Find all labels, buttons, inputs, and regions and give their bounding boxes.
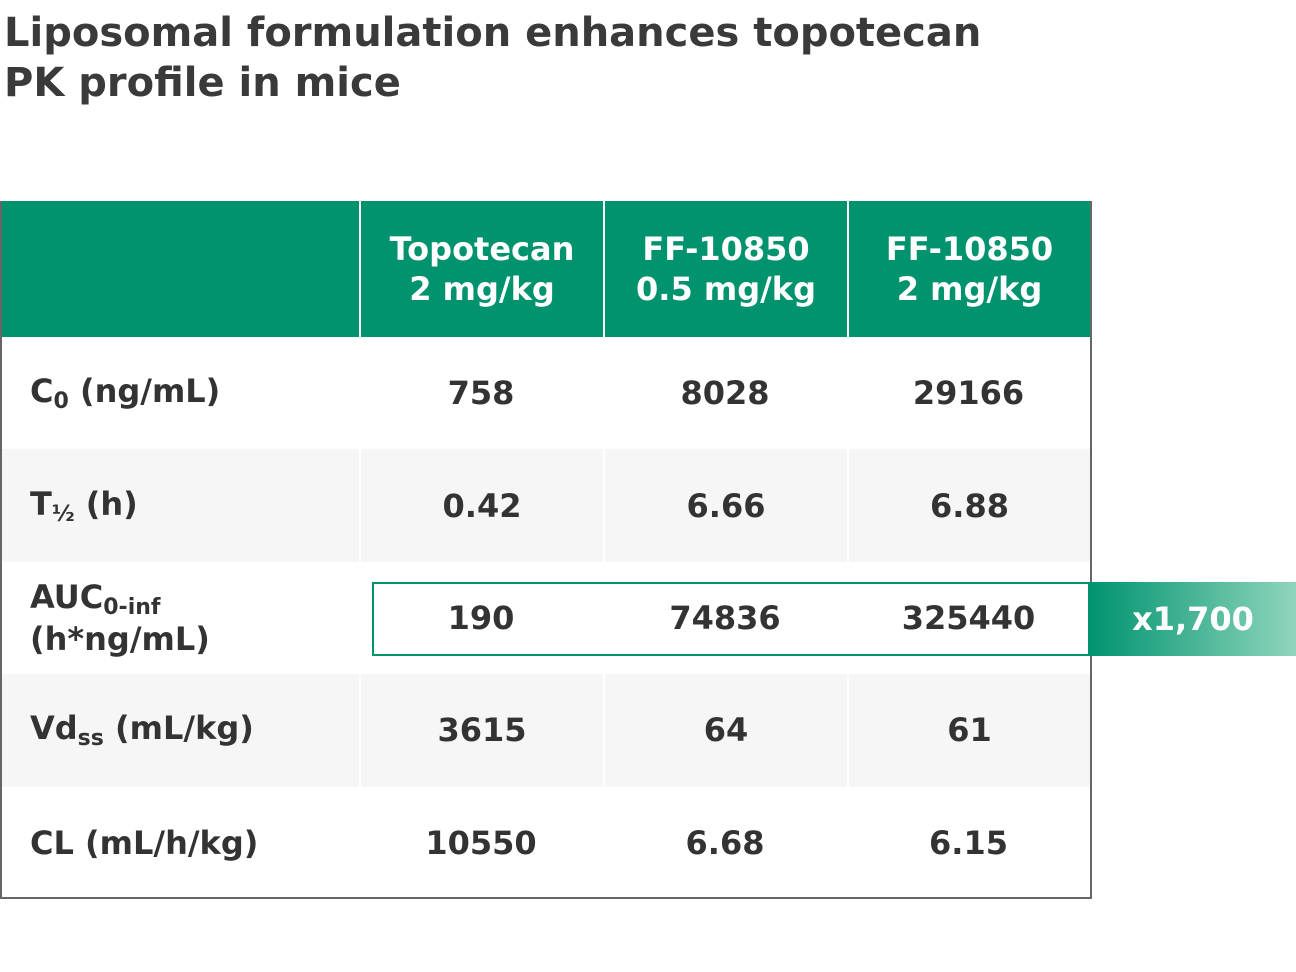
header-cell: FF-10850 2 mg/kg	[847, 201, 1090, 337]
title: Liposomal formulation enhances topotecan…	[4, 10, 982, 106]
label-base: T	[30, 484, 52, 523]
label-unit: (mL/h/kg)	[85, 823, 259, 862]
label-base: AUC	[30, 577, 104, 616]
badge: x1,700	[1090, 581, 1296, 656]
label-text: T½ (h)	[30, 485, 138, 527]
value-cell: 64	[603, 674, 847, 787]
column-name: Topotecan	[389, 230, 575, 268]
label-unit: (h)	[85, 484, 138, 523]
header-cell: FF-10850 0.5 mg/kg	[603, 201, 847, 337]
value-cell: 325440	[901, 598, 1036, 637]
label-base: Vd	[30, 709, 78, 748]
value-cell: 10550	[425, 823, 537, 862]
label-text: C0 (ng/mL)	[30, 372, 220, 414]
value-cell: 0.42	[359, 449, 603, 562]
label-sub: 0-inf	[103, 594, 161, 620]
column-dose: 2 mg/kg	[896, 270, 1043, 308]
row-label: Vdss (mL/kg)	[2, 674, 359, 787]
row-label: CL (mL/h/kg)	[2, 787, 359, 899]
highlight-box	[372, 581, 1090, 656]
column-dose: 0.5 mg/kg	[636, 270, 816, 308]
value-cell: 6.15	[929, 823, 1008, 862]
label-sub: 0	[53, 389, 69, 415]
header-cell: Topotecan 2 mg/kg	[359, 201, 603, 337]
value-cell: 29166	[912, 374, 1025, 413]
value-cell: 6.88	[847, 449, 1090, 562]
label-unit: (ng/mL)	[79, 372, 221, 411]
label-text: CL (mL/h/kg)	[30, 824, 258, 862]
column-name: FF-10850	[885, 230, 1054, 268]
label-text: Vdss (mL/kg)	[30, 709, 254, 751]
column-dose: 2 mg/kg	[409, 270, 555, 308]
header-cell	[2, 201, 359, 337]
label-unit: (h*ng/mL)	[30, 619, 210, 658]
value-cell: 8028	[680, 374, 770, 413]
column-name: FF-10850	[642, 230, 810, 268]
label-base: C	[30, 372, 54, 411]
value-cell: 3615	[359, 674, 603, 787]
value-cell: 190	[447, 598, 515, 637]
value-cell: 6.66	[603, 449, 847, 562]
label-sub: ½	[51, 501, 75, 527]
table: Topotecan 2 mg/kg FF-10850 0.5 mg/kg FF-1085…	[0, 201, 1092, 899]
label-unit: (mL/kg)	[115, 709, 254, 748]
value-cell: 6.68	[685, 823, 765, 862]
row-label: AUC0-inf (h*ng/mL)	[2, 562, 359, 674]
label-base: CL	[30, 823, 74, 862]
value-cell: 758	[447, 374, 515, 413]
row-label: C0 (ng/mL)	[2, 337, 359, 449]
label-text: AUC0-inf (h*ng/mL)	[30, 578, 210, 658]
value-cell: 61	[847, 674, 1090, 787]
value-cell: 74836	[669, 598, 781, 637]
row-label: T½ (h)	[2, 449, 359, 562]
label-sub: ss	[77, 726, 104, 752]
